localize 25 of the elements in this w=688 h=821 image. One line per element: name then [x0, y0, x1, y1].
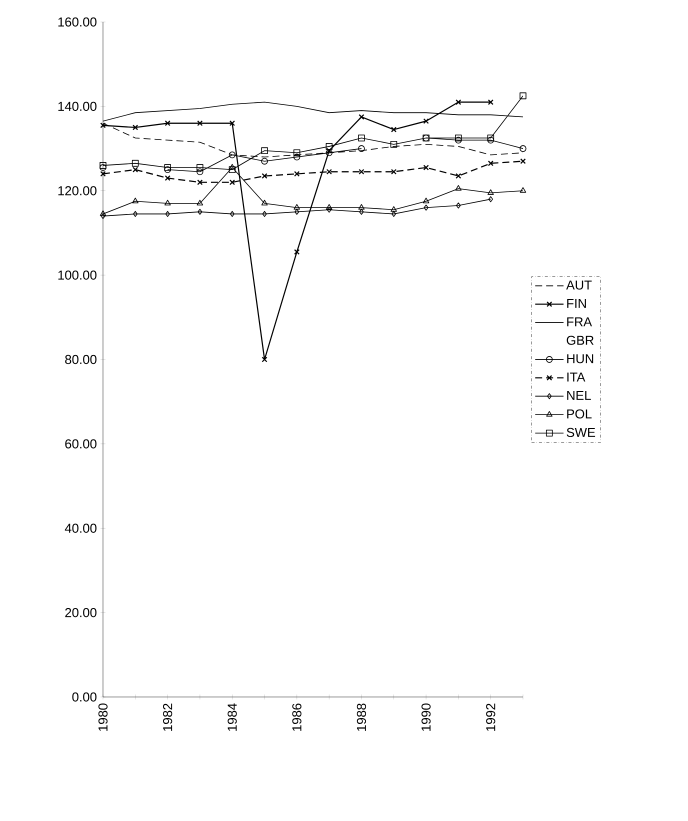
x-tick-label: 1984	[228, 703, 237, 731]
legend-label: GBR	[566, 336, 594, 345]
y-tick-label: 20.00	[65, 608, 96, 618]
legend-label: HUN	[567, 354, 594, 364]
y-tick-label: 100.00	[58, 270, 96, 280]
legend-label: AUT	[566, 280, 592, 290]
y-tick-label: 60.00	[65, 439, 96, 448]
y-tick-label: 40.00	[64, 524, 96, 533]
legend-label: NEL	[567, 390, 591, 400]
x-tick-label: 1986	[292, 704, 302, 731]
legend-label: SWE	[566, 428, 596, 438]
y-tick-label: 160.00	[58, 17, 96, 27]
x-tick-label: 1988	[356, 704, 366, 731]
x-tick-label: 1992	[486, 704, 496, 731]
y-tick-label: 0.00	[72, 692, 96, 702]
x-tick-label: 1980	[98, 704, 108, 731]
legend-label: ITA	[567, 372, 586, 382]
y-tick-label: 120.00	[58, 186, 96, 196]
x-tick-label: 1982	[163, 704, 172, 731]
y-tick-label: 80.00	[65, 354, 96, 364]
x-tick-label: 1990	[421, 704, 431, 731]
legend-label: FRA	[567, 317, 592, 326]
y-tick-label: 140.00	[58, 102, 96, 111]
legend-label: POL	[567, 409, 592, 419]
legend-label: FIN	[567, 298, 586, 308]
